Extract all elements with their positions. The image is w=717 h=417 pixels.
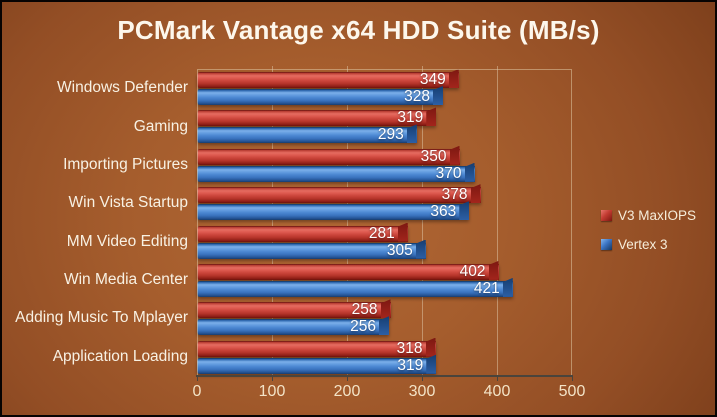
value-label: 370 [435,164,462,182]
bar-row: 402 421 [197,261,572,299]
gridline-400 [497,66,498,376]
category-label: Win Vista Startup [68,194,188,212]
red-bar: 378 [197,186,481,204]
red-bar: 349 [197,71,459,88]
legend-label: V3 MaxIOPS [618,208,697,223]
blue-bar: 421 [197,279,513,297]
red-bar: 402 [197,262,499,280]
x-tick-label-300: 300 [408,383,436,400]
blue-bar: 370 [197,164,475,182]
x-tick-label-200: 200 [333,383,361,400]
category-label: Adding Music To Mplayer [15,309,188,327]
category-label: Application Loading [52,347,188,365]
category-label: MM Video Editing [66,232,188,250]
red-bar: 350 [197,147,460,165]
value-label: 319 [397,356,424,374]
red-bar: 281 [197,224,408,242]
value-label: 293 [377,126,404,144]
axis-tick-300 [422,376,423,381]
value-label: 318 [396,339,423,357]
red-bar: 318 [197,339,436,357]
bar-row: 258 256 [197,299,572,337]
bar-row: 318 319 [197,338,572,376]
value-label: 363 [430,203,457,221]
blue-series-swatch-icon [601,239,612,250]
category-label: Win Media Center [63,271,188,289]
bar-row: 281 305 [197,223,572,261]
gridline-200 [347,66,348,376]
category-label: Gaming [133,117,188,135]
legend-item-v3-maxiops: V3 MaxIOPS [601,208,696,223]
x-tick-label-100: 100 [258,383,286,400]
bar-row: 350 370 [197,146,572,184]
value-label: 402 [459,262,486,280]
red-series-swatch-icon [601,210,612,221]
axis-tick-400 [497,376,498,381]
blue-bar: 293 [197,126,417,144]
value-label: 256 [350,318,376,336]
value-label: 305 [386,241,413,259]
chart-title: PCMark Vantage x64 HDD Suite (MB/s) [117,15,600,45]
x-tick-label-0: 0 [192,383,202,400]
plot-area: 349 328 319 293 350 370 378 363 281 305 402 421 258 2… [196,66,573,381]
value-label: 319 [397,109,424,127]
gridline-300 [422,66,423,376]
blue-bar: 363 [197,203,470,221]
value-label: 421 [473,279,500,297]
blue-bar: 328 [197,88,443,105]
red-bar: 319 [197,109,437,127]
x-tick-label-400: 400 [483,383,511,400]
legend-item-vertex-3: Vertex 3 [601,237,696,252]
legend-label: Vertex 3 [618,237,668,252]
category-label: Windows Defender [57,79,188,97]
bar-row: 319 293 [197,107,572,145]
category-label: Importing Pictures [63,155,188,173]
value-label: 350 [420,147,447,165]
axis-tick-500 [572,376,573,381]
axis-tick-200 [347,376,348,381]
value-label: 378 [441,186,468,204]
legend: V3 MaxIOPS Vertex 3 [601,208,696,252]
x-tick-label-500: 500 [558,383,586,400]
blue-bar: 256 [197,318,389,336]
axis-tick-0 [197,376,198,381]
bar-row: 378 363 [197,184,572,222]
value-label: 281 [368,224,395,242]
axis-tick-100 [272,376,273,381]
red-bar: 258 [197,301,391,319]
bar-row: 349 328 [197,69,572,107]
gridline-100 [272,66,273,376]
blue-bar: 305 [197,241,426,259]
value-label: 328 [404,88,430,105]
value-label: 258 [351,301,378,319]
value-label: 349 [419,71,446,88]
blue-bar: 319 [197,356,437,374]
